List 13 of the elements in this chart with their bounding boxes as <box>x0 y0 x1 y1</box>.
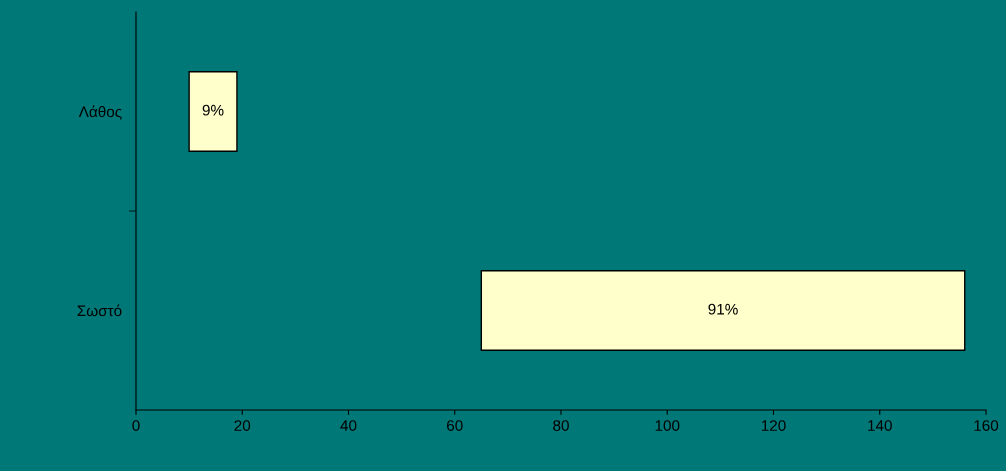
x-tick-label: 140 <box>868 420 892 431</box>
x-tick-label: 120 <box>761 420 786 431</box>
x-tick-label: 60 <box>447 420 463 431</box>
x-tick-label: 40 <box>340 420 357 431</box>
x-tick-label: 20 <box>234 420 251 431</box>
x-tick-label: 80 <box>553 420 569 431</box>
y-tick-label: Σωστό <box>77 304 122 317</box>
y-tick-label: Λάθος <box>78 105 122 120</box>
data-label: 91% <box>708 303 738 315</box>
x-tick-label: 100 <box>655 420 680 431</box>
x-tick-label: 160 <box>974 420 999 431</box>
x-tick-label: 0 <box>132 420 140 431</box>
data-label: 9% <box>202 104 224 116</box>
